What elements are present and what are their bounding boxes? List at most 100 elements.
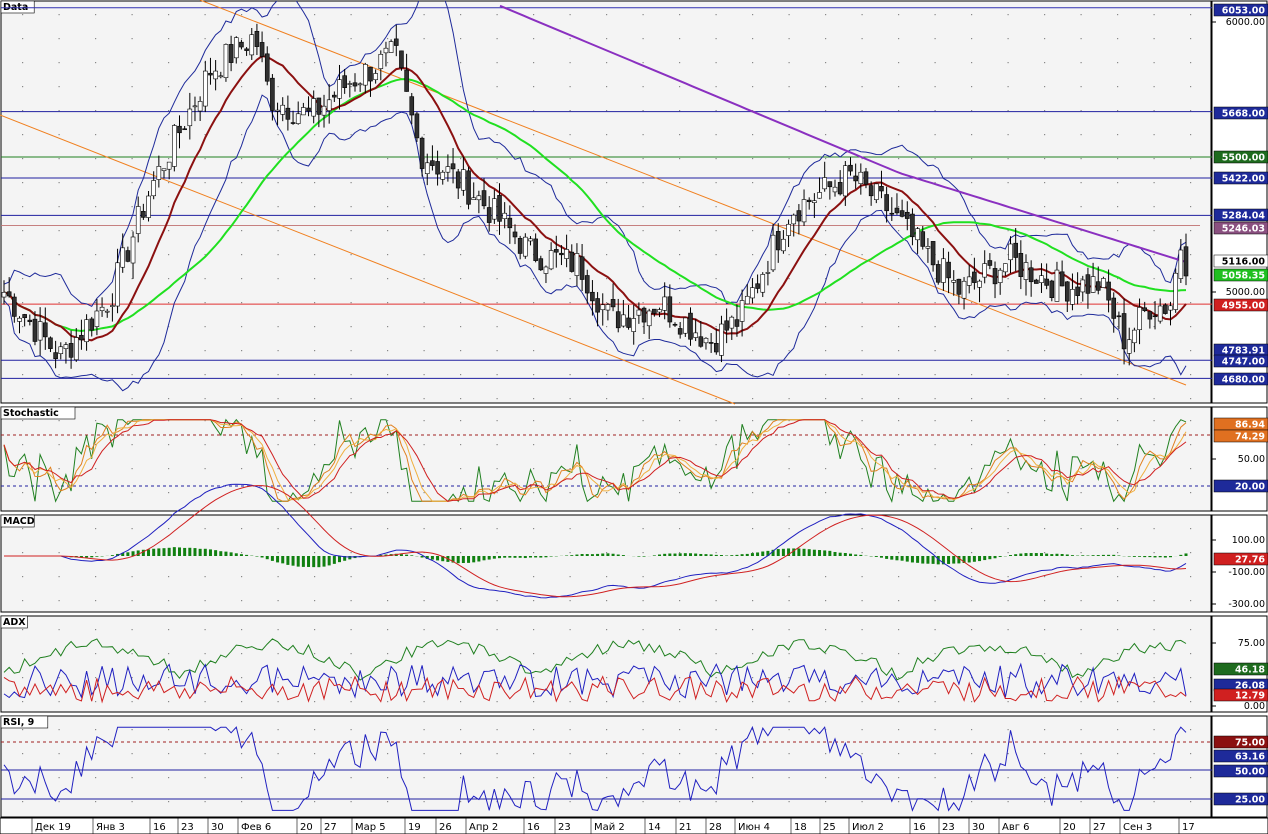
candle-body	[1095, 281, 1101, 291]
grid-dot	[204, 753, 206, 755]
candle-body	[863, 171, 869, 185]
candle-body	[961, 280, 967, 299]
grid-dot	[204, 350, 206, 352]
price-badge	[1213, 3, 1268, 17]
grid-dot	[1007, 492, 1009, 494]
candle-body	[1008, 243, 1013, 261]
grid-dot	[1190, 777, 1192, 779]
grid-dot	[606, 729, 608, 731]
candle-body	[760, 274, 766, 293]
grid-dot	[277, 254, 279, 256]
candle-body	[992, 268, 998, 285]
grid-dot	[861, 444, 863, 446]
channel-line-lower	[0, 114, 736, 405]
grid-dot	[752, 350, 754, 352]
grid-dot	[606, 600, 608, 602]
grid-dot	[642, 62, 644, 64]
price-axis-frame	[1211, 0, 1268, 404]
grid-dot	[496, 600, 498, 602]
grid-dot	[1080, 468, 1082, 470]
grid-dot	[971, 14, 973, 16]
grid-dot	[1044, 158, 1046, 160]
candle-body	[775, 231, 781, 251]
grid-dot	[314, 492, 316, 494]
grid-dot	[788, 374, 790, 376]
grid-dot	[204, 326, 206, 328]
grid-dot	[533, 182, 535, 184]
grid-dot	[825, 528, 827, 530]
grid-dot	[314, 753, 316, 755]
grid-dot	[314, 230, 316, 232]
axis-tick-label: 5000.00	[1226, 287, 1265, 298]
grid-dot	[533, 420, 535, 422]
grid-dot	[861, 38, 863, 40]
grid-dot	[861, 629, 863, 631]
grid-dot	[825, 701, 827, 703]
grid-dot	[715, 302, 717, 304]
grid-dot	[971, 158, 973, 160]
grid-dot	[825, 653, 827, 655]
grid-dot	[971, 230, 973, 232]
plus-di-line	[3, 662, 1187, 699]
grid-dot	[971, 62, 973, 64]
grid-dot	[204, 302, 206, 304]
bollinger-upper	[3, 1, 1187, 307]
panel-frame	[0, 615, 1212, 713]
grid-dot	[752, 468, 754, 470]
grid-dot	[1190, 492, 1192, 494]
grid-dot	[277, 350, 279, 352]
grid-dot	[569, 398, 571, 400]
grid-dot	[971, 182, 973, 184]
grid-dot	[131, 777, 133, 779]
candle-body	[424, 162, 430, 174]
grid-dot	[1153, 374, 1155, 376]
grid-dot	[496, 230, 498, 232]
grid-dot	[241, 38, 243, 40]
grid-dot	[679, 701, 681, 703]
grid-dot	[898, 729, 900, 731]
grid-dot	[58, 302, 60, 304]
candle-body	[1137, 307, 1142, 331]
grid-dot	[679, 777, 681, 779]
grid-dot	[569, 182, 571, 184]
grid-dot	[277, 302, 279, 304]
grid-dot	[95, 653, 97, 655]
grid-dot	[58, 182, 60, 184]
grid-dot	[58, 729, 60, 731]
grid-dot	[898, 278, 900, 280]
grid-dot	[277, 182, 279, 184]
candle-body	[884, 194, 889, 212]
grid-dot	[350, 278, 352, 280]
candle-body	[868, 185, 874, 197]
grid-dot	[277, 38, 279, 40]
candle-body	[378, 53, 384, 69]
grid-dot	[314, 420, 316, 422]
grid-dot	[168, 468, 170, 470]
candle-body	[920, 231, 926, 247]
grid-dot	[752, 134, 754, 136]
grid-dot	[1153, 182, 1155, 184]
grid-dot	[1117, 134, 1119, 136]
grid-dot	[642, 14, 644, 16]
grid-dot	[715, 468, 717, 470]
price-badge	[1213, 354, 1268, 368]
grid-dot	[606, 398, 608, 400]
x-axis-label: Дек 19	[35, 822, 71, 833]
grid-dot	[1190, 801, 1192, 803]
grid-dot	[569, 600, 571, 602]
candle-body	[259, 42, 265, 57]
grid-dot	[460, 600, 462, 602]
grid-dot	[679, 206, 681, 208]
grid-dot	[460, 86, 462, 88]
candle-body	[321, 105, 327, 116]
grid-dot	[679, 801, 681, 803]
grid-dot	[533, 374, 535, 376]
price-badge-label: 5116.00	[1222, 257, 1266, 268]
candle-body	[197, 101, 203, 112]
candle-body	[161, 168, 167, 172]
grid-dot	[825, 576, 827, 578]
grid-dot	[496, 62, 498, 64]
grid-dot	[204, 374, 206, 376]
grid-dot	[496, 492, 498, 494]
grid-dot	[496, 528, 498, 530]
